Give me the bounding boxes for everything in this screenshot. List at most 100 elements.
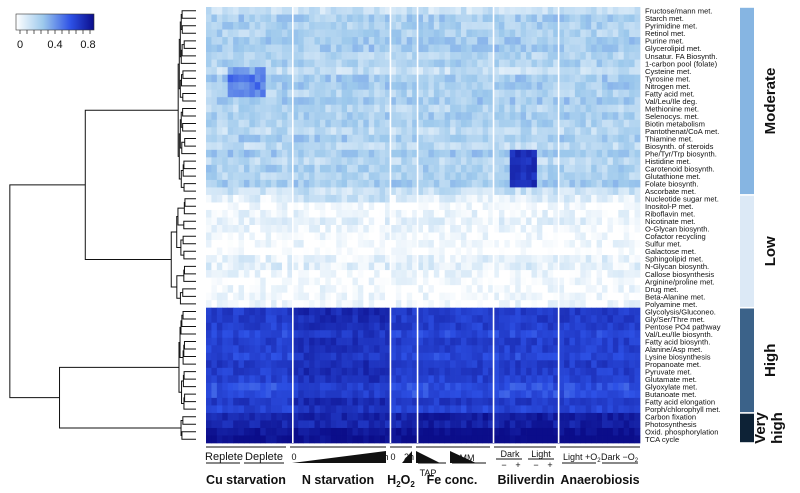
heatmap-cell bbox=[260, 247, 267, 256]
heatmap-cell bbox=[298, 22, 304, 30]
heatmap-cell bbox=[450, 225, 456, 233]
heatmap-cell bbox=[428, 172, 435, 181]
heatmap-cell bbox=[211, 427, 218, 436]
heatmap-cell bbox=[623, 82, 630, 91]
heatmap-cell bbox=[504, 164, 511, 173]
heatmap-cell bbox=[477, 397, 484, 406]
heatmap-cell bbox=[265, 405, 272, 414]
heatmap-cell bbox=[265, 292, 272, 301]
heatmap-cell bbox=[466, 232, 473, 241]
heatmap-cell bbox=[287, 82, 294, 91]
heatmap-cell bbox=[531, 209, 538, 218]
heatmap-cell bbox=[531, 157, 538, 166]
heatmap-cell bbox=[303, 44, 310, 53]
heatmap-cell bbox=[341, 82, 348, 91]
heatmap-cell bbox=[612, 74, 619, 83]
heatmap-cell bbox=[433, 427, 440, 436]
heatmap-cell bbox=[347, 420, 353, 429]
colorbar-ticks bbox=[19, 30, 91, 34]
heatmap-cell bbox=[347, 232, 353, 241]
heatmap-cell bbox=[444, 360, 451, 369]
heatmap-cell bbox=[395, 330, 402, 339]
heatmap-cell bbox=[591, 74, 597, 83]
heatmap-cell bbox=[596, 142, 603, 151]
heatmap-cell bbox=[602, 172, 608, 181]
heatmap-cell bbox=[249, 142, 256, 151]
heatmap-cell bbox=[520, 240, 527, 248]
heatmap-cell bbox=[325, 330, 332, 339]
heatmap-cell bbox=[444, 367, 451, 376]
heatmap-cell bbox=[390, 209, 397, 218]
heatmap-cell bbox=[585, 412, 592, 421]
heatmap-cell bbox=[276, 74, 283, 83]
heatmap-cell bbox=[211, 104, 218, 113]
heatmap-cell bbox=[271, 412, 277, 421]
heatmap-cell bbox=[379, 285, 386, 294]
heatmap-cell bbox=[347, 322, 353, 331]
heatmap-cell bbox=[444, 427, 451, 436]
heatmap-cell bbox=[547, 232, 554, 241]
heatmap-cell bbox=[325, 112, 332, 121]
heatmap-cell bbox=[357, 225, 364, 233]
heatmap-cell bbox=[585, 262, 592, 271]
heatmap-cell bbox=[211, 405, 218, 414]
heatmap-cell bbox=[504, 134, 511, 143]
heatmap-cell bbox=[325, 315, 332, 324]
heatmap-cell bbox=[206, 82, 212, 91]
heatmap-cell bbox=[629, 285, 635, 294]
heatmap-cell bbox=[347, 285, 353, 294]
heatmap-cell bbox=[526, 345, 532, 354]
heatmap-cell bbox=[493, 292, 500, 301]
heatmap-cell bbox=[206, 277, 212, 286]
heatmap-cell bbox=[238, 352, 245, 361]
heatmap-cell bbox=[406, 435, 413, 444]
heatmap-cell bbox=[482, 89, 489, 98]
heatmap-cell bbox=[319, 397, 326, 406]
heatmap-cell bbox=[336, 315, 342, 324]
heatmap-cell bbox=[526, 322, 532, 331]
heatmap-cell bbox=[602, 187, 608, 196]
heatmap-cell bbox=[222, 179, 229, 188]
heatmap-cell bbox=[374, 194, 380, 203]
heatmap-cell bbox=[542, 375, 549, 384]
heatmap-cell bbox=[249, 112, 256, 121]
heatmap-cell bbox=[612, 179, 619, 188]
heatmap-cell bbox=[607, 232, 614, 241]
heatmap-cell bbox=[249, 300, 256, 309]
heatmap-cell bbox=[406, 119, 413, 128]
heatmap-cell bbox=[629, 209, 635, 218]
heatmap-cell bbox=[417, 397, 424, 406]
heatmap-cell bbox=[564, 142, 570, 151]
heatmap-cell bbox=[330, 435, 337, 444]
heatmap-cell bbox=[455, 104, 462, 113]
heatmap-cell bbox=[428, 59, 435, 68]
heatmap-cell bbox=[623, 427, 630, 436]
heatmap-cell bbox=[216, 367, 223, 376]
heatmap-cell bbox=[564, 14, 570, 23]
heatmap-cell bbox=[515, 367, 521, 376]
heatmap-cell bbox=[309, 187, 315, 196]
heatmap-cell bbox=[471, 209, 478, 218]
heatmap-cell bbox=[580, 164, 587, 173]
heatmap-cell bbox=[629, 217, 635, 226]
heatmap-cell bbox=[352, 172, 359, 181]
heatmap-cell bbox=[439, 240, 446, 248]
heatmap-cell bbox=[233, 7, 239, 15]
heatmap-cell bbox=[574, 74, 581, 83]
heatmap-cell bbox=[292, 164, 299, 173]
heatmap-cell bbox=[216, 179, 223, 188]
heatmap-cell bbox=[379, 307, 386, 316]
heatmap-cell bbox=[309, 337, 315, 346]
heatmap-cell bbox=[385, 217, 391, 226]
heatmap-cell bbox=[319, 119, 326, 128]
heatmap-cell bbox=[206, 29, 212, 38]
heatmap-cell bbox=[428, 390, 435, 399]
heatmap-cell bbox=[515, 97, 521, 106]
heatmap-cell bbox=[249, 37, 256, 45]
heatmap-cell bbox=[374, 37, 380, 45]
heatmap-cell bbox=[319, 82, 326, 91]
heatmap-cell bbox=[607, 97, 614, 106]
heatmap-cell bbox=[379, 390, 386, 399]
heatmap-cell bbox=[531, 74, 538, 83]
heatmap-cell bbox=[612, 157, 619, 166]
